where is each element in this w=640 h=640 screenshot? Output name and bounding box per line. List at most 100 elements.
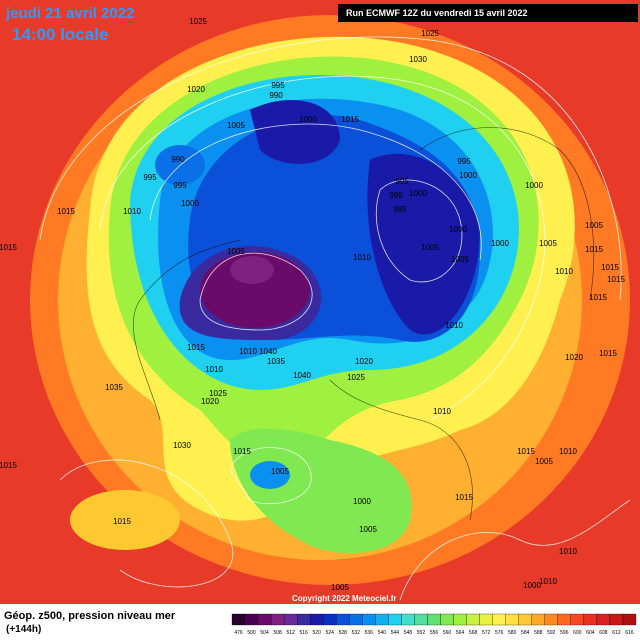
isobar-label: 1005 (227, 121, 245, 130)
isobar-label: 1000 (299, 115, 317, 124)
colorbar-cell (414, 613, 428, 626)
colorbar: 476 500 504 508 512 516 520 524 528 532 536 540 544 5… (231, 613, 637, 636)
colorbar-cell (466, 613, 480, 626)
colorbar-cell (401, 613, 415, 626)
colorbar-cell (570, 613, 585, 626)
isobar-label: 1015 (589, 293, 607, 302)
colorbar-cell (244, 613, 259, 626)
isobar-label: 1000 (523, 581, 541, 590)
colorbar-tick-label: 508 (273, 630, 282, 636)
isobar-label: 1040 (259, 347, 277, 356)
colorbar-tick-label: 544 (391, 630, 400, 636)
isobar-label: 995 (389, 191, 403, 200)
colorbar-tick-label: 572 (482, 630, 491, 636)
isobar-label: 1010 (433, 407, 451, 416)
isobar-label: 1025 (421, 29, 439, 38)
isobar-label: 1015 (455, 493, 473, 502)
isobar-label: 990 (269, 91, 283, 100)
colorbar-cell (544, 613, 558, 626)
run-box (338, 4, 638, 22)
colorbar-cell (583, 613, 598, 626)
isobars (39, 36, 631, 601)
colorbar-tick-label: 560 (443, 630, 452, 636)
isobar-label: 1025 (189, 17, 207, 26)
copyright: Copyright 2022 Meteociel.fr (292, 594, 396, 603)
local-time: 14:00 locale (12, 25, 108, 44)
colorbar-cell (310, 613, 324, 626)
isobar-label: 1030 (409, 55, 427, 64)
colorbar-tick-label: 568 (469, 630, 478, 636)
colorbar-cell (440, 613, 454, 626)
isobar-label: 1035 (267, 357, 285, 366)
run-info: Run ECMWF 12Z du vendredi 15 avril 2022 (346, 8, 528, 18)
isobar-label: 1020 (187, 85, 205, 94)
colorbar-tick-label: 476 (234, 630, 243, 636)
colorbar-tick-label: 524 (326, 630, 335, 636)
isobar-label: 995 (393, 205, 407, 214)
isobar-label: 1010 (239, 347, 257, 356)
isobar-label: 1025 (209, 389, 227, 398)
isobar-label: 995 (143, 173, 157, 182)
colorbar-tick-label: 536 (365, 630, 374, 636)
colorbar-tick-label: 592 (547, 630, 556, 636)
colorbar-cell (388, 613, 402, 626)
isobar-label: 1000 (525, 181, 543, 190)
isobar-label: 1005 (421, 243, 439, 252)
isobar-label: 1005 (535, 457, 553, 466)
isobar-label: 995 (271, 81, 285, 90)
isobar-label: 995 (457, 157, 471, 166)
isobar-label: 1005 (585, 221, 603, 230)
colorbar-cell (557, 613, 571, 626)
isobar-label: 1015 (599, 349, 617, 358)
colorbar-cell (283, 613, 298, 626)
colorbar-cell (349, 613, 363, 626)
colorbar-cell (427, 613, 441, 626)
colorbar-cell (531, 613, 545, 626)
colorbar-cell (297, 613, 311, 626)
isobar-label: 1010 (123, 207, 141, 216)
isobar-label: 1000 (353, 497, 371, 506)
isobar-label: 1015 (601, 263, 619, 272)
colorbar-tick-label: 580 (508, 630, 517, 636)
colorbar-tick-label: 576 (495, 630, 504, 636)
coastlines (132, 127, 595, 521)
colorbar-cell (609, 613, 624, 626)
isobar-label: 1005 (539, 239, 557, 248)
colorbar-tick-label: 612 (612, 630, 621, 636)
isobar-label: 1015 (57, 207, 75, 216)
colorbar-tick-label: 584 (521, 630, 530, 636)
colorbar-tick-label: 528 (339, 630, 348, 636)
isobar-label: 1015 (517, 447, 535, 456)
colorbar-tick-label: 616 (625, 630, 634, 636)
isobar-label: 995 (395, 177, 409, 186)
isobar-label: 1015 (187, 343, 205, 352)
isobar-label: 1030 (173, 441, 191, 450)
colorbar-tick-label: 500 (247, 630, 256, 636)
colorbar-tick-label: 600 (573, 630, 582, 636)
isobar-label: 1015 (341, 115, 359, 124)
colorbar-tick-label: 512 (286, 630, 295, 636)
colorbar-cell (270, 613, 285, 626)
colorbar-tick-label: 548 (404, 630, 413, 636)
isobar-label: 1010 (559, 547, 577, 556)
isobar-label: 1010 (353, 253, 371, 262)
isobar-label: 1020 (201, 397, 219, 406)
isobar-label: 1000 (491, 239, 509, 248)
colorbar-cell (323, 613, 337, 626)
isobar-label: 995 (173, 181, 187, 190)
isobar-label: 1015 (585, 245, 603, 254)
isobar-label: 1005 (331, 583, 349, 592)
isobar-label: 1015 (113, 517, 131, 526)
footer-title: Géop. z500, pression niveau mer (4, 610, 176, 622)
isobar-label: 990 (171, 155, 185, 164)
isobar-label: 1010 (555, 267, 573, 276)
isobar-label: 1035 (105, 383, 123, 392)
colorbar-cell (596, 613, 611, 626)
colorbar-cell (505, 613, 519, 626)
isobar-label: 1010 (559, 447, 577, 456)
isobar-label: 1040 (293, 371, 311, 380)
isobar-label: 1015 (0, 243, 17, 252)
colorbar-tick-label: 556 (430, 630, 439, 636)
isobar-label: 1000 (449, 225, 467, 234)
